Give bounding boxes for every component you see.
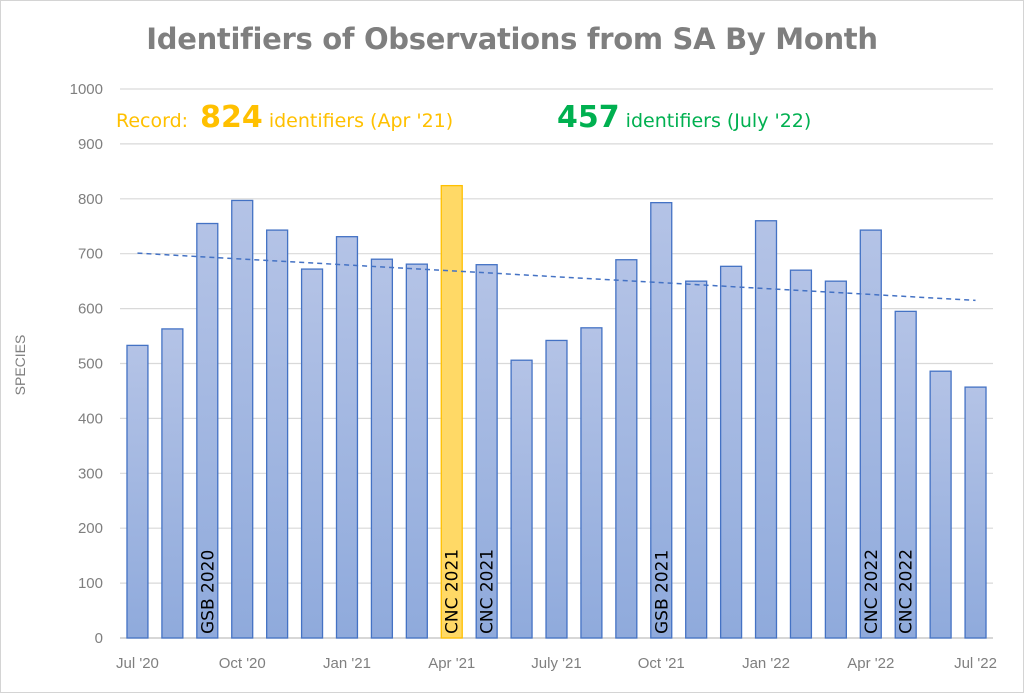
- y-tick-label: 700: [78, 246, 103, 263]
- bar-sep-2021: [615, 259, 638, 639]
- bar-nov-2021: [685, 280, 708, 639]
- event-label: GSB 2021: [652, 550, 672, 634]
- record-annotation: Record: 824 identifiers (Apr '21): [116, 100, 453, 135]
- bar-jun-2022: [929, 370, 952, 639]
- record-prefix: Record:: [116, 110, 189, 132]
- x-tick-label: July '21: [531, 655, 581, 672]
- x-tick-label: Jan '21: [323, 655, 371, 672]
- bar-apr-2021: [440, 184, 463, 639]
- y-tick-label: 300: [78, 465, 103, 482]
- y-tick-label: 800: [78, 191, 103, 208]
- x-tick-label: Jul '22: [954, 655, 997, 672]
- bar-jan-2022: [754, 220, 778, 639]
- bar-dec-2020: [300, 268, 324, 639]
- y-tick-label: 100: [78, 575, 103, 592]
- latest-annotation: 457 identifiers (July '22): [557, 100, 811, 135]
- bar-oct-2021: [650, 201, 673, 639]
- event-label: CNC 2022: [862, 549, 882, 634]
- x-tick-label: Jan '22: [742, 655, 790, 672]
- bar-jun-2021: [510, 359, 533, 639]
- latest-value: 457: [557, 100, 620, 135]
- event-labels: GSB 2020 CNC 2021 CNC 2021 GSB 2021 CNC 2022…: [198, 549, 916, 634]
- bar-nov-2020: [266, 229, 289, 639]
- event-label: CNC 2021: [443, 549, 463, 634]
- bar-jul-2020: [126, 344, 149, 639]
- bar-sep-2020: [196, 222, 219, 639]
- bar-jan-2021: [335, 236, 359, 639]
- bar-may-2021: [475, 264, 498, 639]
- y-tick-label: 900: [78, 136, 103, 153]
- trendline-group: [137, 252, 976, 302]
- event-label: CNC 2022: [897, 549, 917, 634]
- y-tick-label: 500: [78, 356, 103, 373]
- x-tick-label: Apr '22: [847, 655, 894, 672]
- y-tick-label: 400: [78, 410, 103, 427]
- trendline: [137, 252, 976, 302]
- x-tick-label: Oct '21: [638, 655, 685, 672]
- chart-title: Identifiers of Observations from SA By M…: [146, 22, 878, 56]
- bar-mar-2021: [405, 263, 428, 639]
- y-tick-label: 1000: [70, 81, 103, 98]
- bar-jul-2022: [964, 386, 987, 639]
- bar-feb-2022: [789, 269, 813, 639]
- bar-feb-2021: [370, 258, 394, 639]
- y-tick-label: 600: [78, 301, 103, 318]
- x-axis-ticks: Jul '20 Oct '20 Jan '21 Apr '21 July '21 Oct …: [116, 655, 997, 672]
- bars: [126, 184, 987, 639]
- y-axis-ticks: 0 100 200 300 400 500 600 700 800 900 1000: [70, 81, 103, 647]
- bar-apr-2022: [859, 229, 882, 639]
- bar-aug-2021: [580, 327, 603, 639]
- bar-oct-2020: [231, 199, 254, 639]
- x-tick-label: Apr '21: [428, 655, 475, 672]
- event-label: CNC 2021: [478, 549, 498, 634]
- record-suffix: identifiers (Apr '21): [268, 110, 454, 132]
- bar-dec-2021: [719, 265, 743, 639]
- bar-aug-2020: [161, 328, 184, 639]
- x-tick-label: Oct '20: [219, 655, 266, 672]
- latest-suffix: identifiers (July '22): [625, 110, 812, 132]
- record-value: 824: [200, 100, 263, 135]
- y-tick-label: 200: [78, 520, 103, 537]
- bar-mar-2022: [824, 280, 847, 639]
- event-label: GSB 2020: [198, 550, 218, 634]
- bar-jul-2021: [545, 339, 568, 639]
- x-tick-label: Jul '20: [116, 655, 159, 672]
- y-tick-label: 0: [95, 630, 103, 647]
- bar-may-2022: [894, 310, 917, 639]
